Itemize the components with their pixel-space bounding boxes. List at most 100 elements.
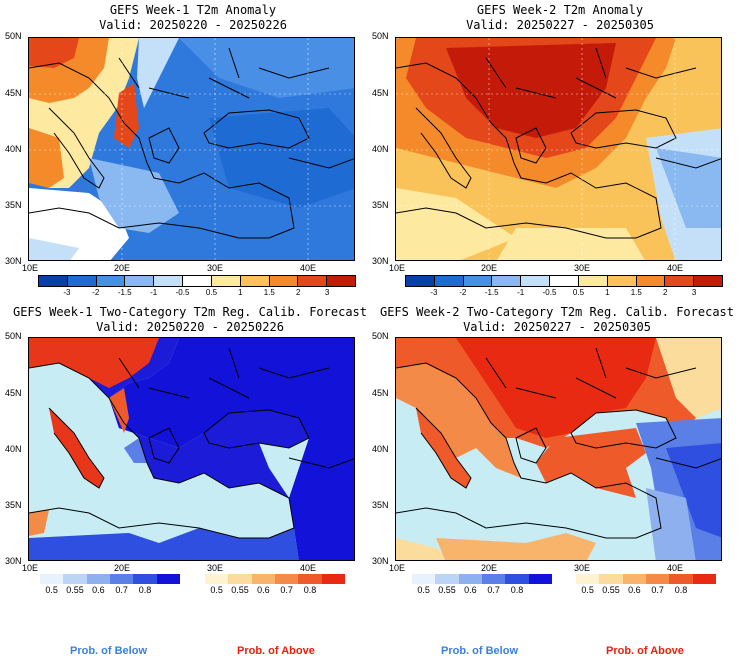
probability-color-swatch [505,574,529,584]
anomaly-colorbar-label: 2 [295,288,301,297]
p1-anomaly-colorbar [38,275,356,287]
p4-lat-50: 50N [372,331,389,341]
probability-colorbar-label: 0.8 [303,585,317,595]
anomaly-color-swatch [463,276,493,286]
prob-below-caption-right: Prob. of Below [441,645,518,657]
anomaly-color-swatch [96,276,126,286]
p1-lon-10: 10E [22,263,39,273]
probability-colorbar-label: 0.8 [138,585,152,595]
anomaly-color-swatch [67,276,97,286]
anomaly-colorbar-label: 3 [691,288,697,297]
p1-lat-50: 50N [5,31,22,41]
probability-color-swatch [645,574,670,584]
probability-color-swatch [205,574,229,584]
anomaly-colorbar-label: -1.5 [484,288,499,297]
p2-lon-30: 30E [574,263,591,273]
probability-color-swatch [435,574,459,584]
probability-colorbar-label: 0.5 [45,585,58,595]
p4-lon-20: 20E [481,563,498,573]
probability-colorbar-label: 0.7 [651,585,664,595]
anomaly-colorbar-label: 1 [238,288,243,297]
anomaly-colorbar-label: -0.5 [175,288,190,297]
probability-colorbar-label: 0.6 [257,585,270,595]
panel2-map [395,37,722,261]
probability-color-swatch [669,574,693,584]
anomaly-color-swatch [183,276,212,286]
p3-lat-50: 50N [5,331,22,341]
p4-lat-40: 40N [372,444,389,454]
probability-color-swatch [412,574,436,584]
p1-lat-45: 45N [5,88,22,98]
p3-lon-30: 30E [207,563,224,573]
probability-colorbar-label: 0.55 [231,585,249,595]
probability-colorbar-label: 0.55 [66,585,84,595]
p3-below-colorbar [40,574,180,584]
p2-lat-40: 40N [372,144,389,154]
anomaly-colorbar-label: 1.5 [263,288,275,297]
probability-colorbar-label: 0.55 [438,585,456,595]
p4-lat-30: 30N [372,556,389,566]
anomaly-color-swatch [240,276,270,286]
p2-anomaly-colorbar [405,275,723,287]
p2-lon-10: 10E [389,263,406,273]
panel3-title: GEFS Week-1 Two-Category T2m Reg. Calib.… [12,305,367,319]
panel2-title: GEFS Week-2 T2m Anomaly [476,3,644,17]
panel3-map [28,337,355,561]
p3-lat-40: 40N [5,444,22,454]
probability-colorbar-label: 0.8 [510,585,524,595]
anomaly-colorbar-label: -1 [150,288,158,297]
panel1-valid: Valid: 20250220 - 20250226 [99,18,287,32]
probability-colorbar-label: 0.5 [581,585,594,595]
anomaly-colorbar-label: -3 [430,288,438,297]
p1-lon-20: 20E [114,263,131,273]
prob-below-caption-left: Prob. of Below [70,645,147,657]
p1-lon-40: 40E [300,263,317,273]
p4-lat-35: 35N [372,500,389,510]
p3-lat-35: 35N [5,500,22,510]
probability-color-swatch [274,574,299,584]
anomaly-color-swatch [550,276,579,286]
anomaly-color-swatch [665,276,695,286]
p2-lon-20: 20E [481,263,498,273]
p2-lat-30: 30N [372,256,389,266]
anomaly-colorbar-label: 3 [324,288,330,297]
p3-lon-20: 20E [114,563,131,573]
p3-lat-45: 45N [5,388,22,398]
probability-colorbar-label: 0.5 [210,585,223,595]
anomaly-color-swatch [636,276,666,286]
anomaly-colorbar-label: 0.5 [572,288,585,297]
p1-lon-30: 30E [207,263,224,273]
probability-colorbar-label: 0.7 [280,585,293,595]
p2-lon-40: 40E [667,263,684,273]
probability-colorbar-label: 0.6 [92,585,105,595]
anomaly-colorbar-label: -1.5 [117,288,132,297]
probability-color-swatch [576,574,600,584]
panel2-valid: Valid: 20250227 - 20250305 [466,18,654,32]
anomaly-color-swatch [492,276,522,286]
anomaly-color-swatch [521,276,551,286]
p2-lat-45: 45N [372,88,389,98]
anomaly-color-swatch [154,276,184,286]
probability-colorbar-label: 0.55 [602,585,620,595]
anomaly-color-swatch [327,276,355,286]
p3-lon-40: 40E [300,563,317,573]
panel4-map [395,337,722,561]
probability-color-swatch [156,574,180,584]
p1-lat-35: 35N [5,200,22,210]
panel1-title: GEFS Week-1 T2m Anomaly [109,3,277,17]
anomaly-colorbar-label: 0.5 [205,288,218,297]
probability-colorbar-label: 0.6 [464,585,477,595]
panel1-map [28,37,355,261]
panel4-title: GEFS Week-2 Two-Category T2m Reg. Calib.… [379,305,734,319]
p4-lon-40: 40E [667,563,684,573]
anomaly-colorbar-label: -2 [92,288,100,297]
probability-color-swatch [86,574,110,584]
probability-color-swatch [40,574,64,584]
anomaly-colorbar-label: -1 [517,288,525,297]
p4-above-colorbar [576,574,716,584]
anomaly-color-swatch [406,276,435,286]
probability-color-swatch [63,574,87,584]
probability-colorbar-label: 0.7 [487,585,500,595]
probability-colorbar-label: 0.8 [674,585,688,595]
prob-above-caption-left: Prob. of Above [237,645,315,657]
